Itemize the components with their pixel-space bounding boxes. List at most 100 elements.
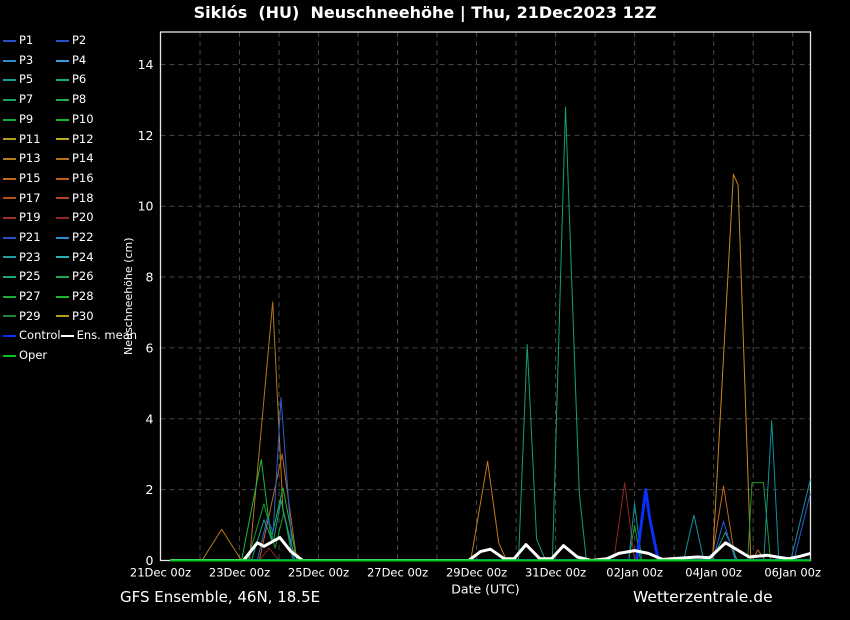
y-tick-label: 6 bbox=[146, 340, 154, 355]
legend-swatch bbox=[56, 118, 69, 121]
legend-swatch bbox=[56, 157, 69, 160]
legend-row: P1 P2 bbox=[3, 31, 128, 51]
legend-row: Oper bbox=[3, 346, 128, 366]
legend-label: P9 bbox=[19, 111, 34, 126]
legend-item-p24: P24 bbox=[56, 249, 109, 264]
legend-label: P24 bbox=[72, 249, 94, 264]
legend-swatch bbox=[3, 276, 16, 279]
legend-label: Control bbox=[19, 328, 61, 343]
footer-brand: Wetterzentrale.de bbox=[633, 588, 773, 606]
legend-swatch bbox=[56, 276, 69, 279]
x-tick-label: 27Dec 00z bbox=[367, 566, 428, 580]
legend-item-p29: P29 bbox=[3, 308, 56, 323]
legend-label: P7 bbox=[19, 92, 34, 107]
series-line-member-cyan bbox=[170, 420, 811, 561]
legend-row: P27 P28 bbox=[3, 287, 128, 307]
legend-item-ens-mean: Ens. mean bbox=[60, 330, 137, 342]
legend-swatch bbox=[3, 217, 16, 220]
legend-item-p21: P21 bbox=[3, 229, 56, 244]
legend: P1 P2 P3 P4 P5 P6 P7 P8 P9 P10 P11 P12 P13 P14 P15 P16 P… bbox=[3, 31, 137, 366]
legend-swatch bbox=[56, 177, 69, 180]
legend-item-p25: P25 bbox=[3, 271, 56, 283]
legend-item-p2: P2 bbox=[56, 35, 109, 47]
legend-row: P11 P12 bbox=[3, 129, 128, 149]
legend-swatch bbox=[3, 79, 16, 82]
y-tick-label: 10 bbox=[138, 199, 154, 214]
legend-row: P3 P4 bbox=[3, 51, 128, 71]
legend-label: Oper bbox=[19, 348, 48, 363]
y-axis-title: Neuschneehöhe (cm) bbox=[122, 237, 135, 355]
legend-swatch bbox=[3, 256, 16, 259]
legend-swatch bbox=[56, 236, 69, 239]
x-tick-label: 21Dec 00z bbox=[130, 566, 191, 580]
legend-row: P17 P18 bbox=[3, 189, 128, 209]
legend-label: P6 bbox=[72, 72, 87, 87]
legend-item-p30: P30 bbox=[56, 310, 109, 323]
legend-row: P25 P26 bbox=[3, 267, 128, 287]
legend-item-p26: P26 bbox=[56, 271, 109, 283]
legend-swatch bbox=[3, 177, 16, 180]
series-line-member-orange-c bbox=[170, 453, 811, 561]
x-tick-label: 04Jan 00z bbox=[685, 566, 742, 580]
legend-item-control: Control bbox=[3, 330, 61, 342]
legend-label: P17 bbox=[19, 190, 41, 205]
legend-swatch bbox=[56, 217, 69, 220]
legend-label: P11 bbox=[19, 131, 41, 146]
plot-border bbox=[159, 31, 812, 562]
legend-item-p8: P8 bbox=[56, 94, 109, 106]
legend-swatch bbox=[3, 118, 16, 121]
legend-item-p16: P16 bbox=[56, 170, 109, 185]
legend-label: P26 bbox=[72, 269, 94, 284]
legend-label: P1 bbox=[19, 33, 34, 48]
legend-label: P27 bbox=[19, 289, 41, 304]
legend-swatch bbox=[3, 236, 16, 239]
legend-item-p6: P6 bbox=[56, 74, 109, 86]
legend-label: P8 bbox=[72, 92, 87, 107]
legend-item-p13: P13 bbox=[3, 153, 56, 165]
legend-label: P16 bbox=[72, 170, 94, 185]
legend-item-p22: P22 bbox=[56, 231, 109, 244]
legend-item-p10: P10 bbox=[56, 111, 109, 126]
legend-label: P23 bbox=[19, 249, 41, 264]
legend-swatch bbox=[3, 197, 16, 200]
legend-swatch bbox=[3, 138, 16, 141]
x-tick-label: 29Dec 00z bbox=[446, 566, 507, 580]
series-line-member-green-dark bbox=[170, 482, 811, 561]
legend-row: P15 P16 bbox=[3, 169, 128, 189]
legend-row: P13 P14 bbox=[3, 149, 128, 169]
legend-label: P14 bbox=[72, 151, 94, 166]
legend-swatch bbox=[3, 295, 16, 298]
legend-label: P28 bbox=[72, 289, 94, 304]
legend-label: P25 bbox=[19, 269, 41, 284]
legend-label: P29 bbox=[19, 308, 41, 323]
legend-swatch bbox=[56, 197, 69, 200]
legend-swatch bbox=[56, 295, 69, 298]
legend-item-p4: P4 bbox=[56, 52, 109, 67]
legend-label: P15 bbox=[19, 170, 41, 185]
series-line-member-seagreen-big bbox=[170, 106, 811, 561]
legend-row: P5 P6 bbox=[3, 70, 128, 90]
legend-item-p1: P1 bbox=[3, 35, 56, 47]
legend-swatch bbox=[3, 98, 16, 101]
legend-item-p9: P9 bbox=[3, 111, 56, 126]
legend-swatch bbox=[56, 39, 69, 42]
y-tick-label: 12 bbox=[138, 128, 154, 143]
legend-item-p23: P23 bbox=[3, 249, 56, 264]
legend-row: P9 P10 bbox=[3, 110, 128, 130]
legend-label: P3 bbox=[19, 52, 34, 67]
legend-item-p3: P3 bbox=[3, 52, 56, 67]
legend-item-p15: P15 bbox=[3, 170, 56, 185]
legend-label: P20 bbox=[72, 210, 94, 225]
x-tick-label: 23Dec 00z bbox=[209, 566, 270, 580]
legend-label: P5 bbox=[19, 72, 34, 87]
legend-item-p28: P28 bbox=[56, 291, 109, 303]
legend-item-p12: P12 bbox=[56, 133, 109, 146]
x-axis-title: Date (UTC) bbox=[451, 582, 519, 597]
legend-swatch bbox=[3, 354, 16, 357]
legend-label: P21 bbox=[19, 229, 41, 244]
legend-label: P10 bbox=[72, 111, 94, 126]
legend-label: P4 bbox=[72, 52, 87, 67]
x-tick-label: 25Dec 00z bbox=[288, 566, 349, 580]
legend-swatch bbox=[56, 256, 69, 259]
